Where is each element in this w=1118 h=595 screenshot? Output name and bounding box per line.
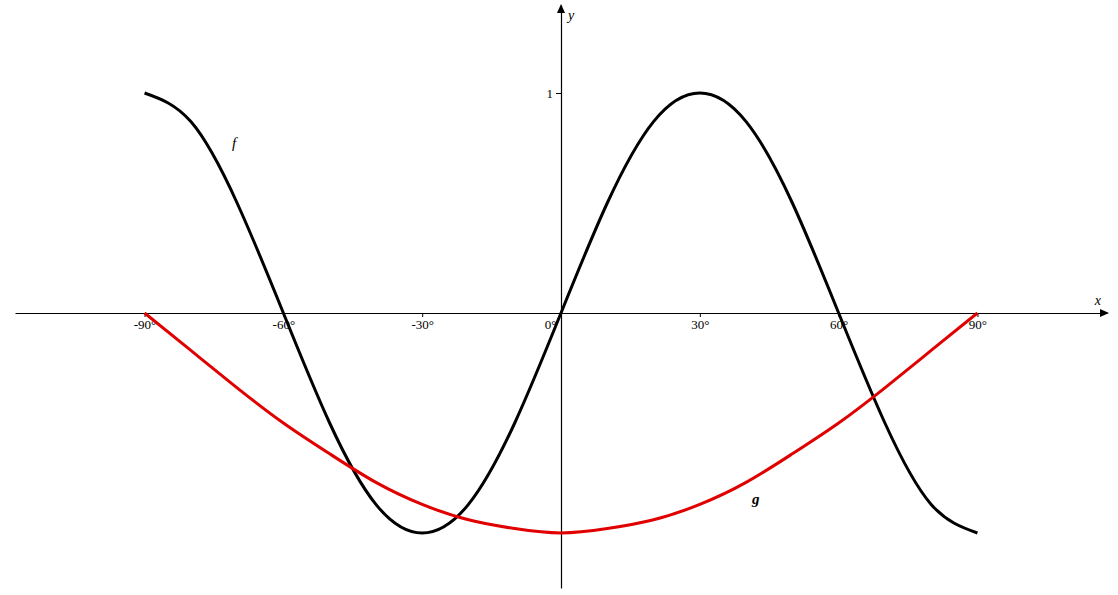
y-axis-line: [561, 6, 562, 589]
x-tick-label: -30°: [411, 317, 434, 332]
y-axis-label: y: [566, 8, 575, 23]
y-tick-mark: [556, 93, 561, 94]
chart: -90°-60°-30°0°30°60°90°1xyfg: [0, 0, 1118, 595]
x-tick: -30°: [411, 313, 434, 332]
curve-label: f: [232, 135, 238, 151]
curve-1: [145, 313, 978, 533]
x-tick-label: 30°: [691, 317, 709, 332]
x-tick: 30°: [691, 313, 709, 332]
y-tick-label: 1: [547, 86, 554, 101]
curve-0: [145, 93, 978, 533]
y-tick: 1: [547, 86, 562, 101]
y-axis: 1: [547, 6, 562, 589]
y-axis-arrow: [557, 4, 565, 13]
x-tick: -90°: [134, 313, 157, 332]
plot-area: [145, 93, 978, 533]
curve-label: g: [751, 491, 760, 507]
x-axis-arrow: [1100, 309, 1109, 317]
x-axis-label: x: [1094, 293, 1102, 308]
